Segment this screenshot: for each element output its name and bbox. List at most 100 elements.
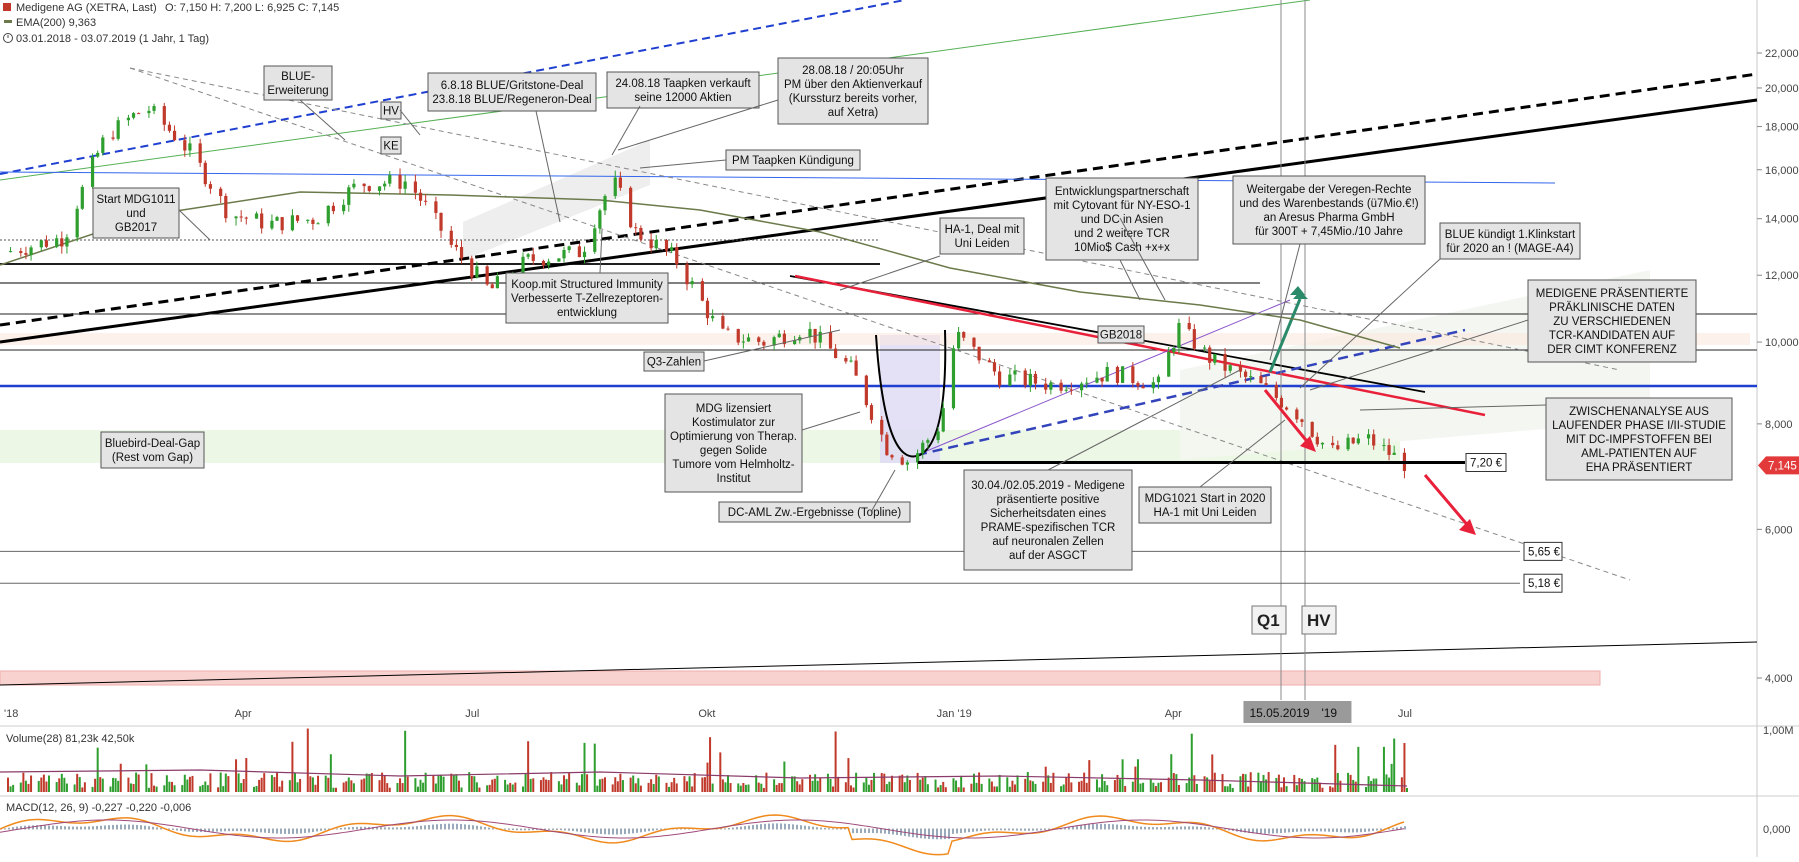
macd-histogram-bar: [220, 829, 222, 831]
macd-histogram-bar: [348, 827, 350, 829]
volume-bar: [845, 782, 847, 792]
volume-bar: [847, 758, 849, 792]
candle-body: [1244, 372, 1247, 377]
macd-histogram-bar: [468, 825, 470, 829]
volume-bar: [1116, 775, 1118, 792]
candle-body: [224, 196, 227, 218]
candle-body: [24, 253, 27, 255]
macd-histogram-bar: [1344, 829, 1346, 832]
candle-body: [491, 284, 494, 288]
volume-bar: [712, 784, 714, 792]
macd-histogram-bar: [292, 829, 294, 834]
candle-body: [747, 337, 750, 341]
macd-histogram-bar: [160, 828, 162, 829]
volume-bar: [327, 778, 329, 792]
volume-bar: [1332, 787, 1334, 792]
candle-body: [603, 196, 606, 210]
volume-bar: [279, 787, 281, 792]
macd-histogram-bar: [396, 827, 398, 829]
x-tick-label: '18: [4, 708, 18, 720]
volume-bar: [461, 787, 463, 792]
macd-histogram-bar: [1020, 829, 1022, 831]
candle-body: [583, 252, 586, 257]
macd-histogram-bar: [316, 829, 318, 831]
volume-bar: [1132, 782, 1134, 792]
macd-histogram-bar: [816, 827, 818, 829]
volume-bar: [225, 774, 227, 792]
candle-body: [1034, 374, 1037, 384]
volume-bar: [568, 773, 570, 792]
macd-histogram-bar: [776, 823, 778, 829]
volume-bar: [543, 777, 545, 792]
macd-histogram-bar: [260, 829, 262, 832]
candle-body: [819, 332, 822, 343]
candle-body: [240, 217, 243, 218]
volume-bar: [650, 779, 652, 792]
volume-bar: [115, 778, 117, 792]
volume-bar: [1365, 787, 1367, 792]
macd-histogram-bar: [424, 825, 426, 829]
annotation-line: MDG1021 Start in 2020: [1145, 493, 1266, 505]
candle-body: [55, 238, 58, 247]
volume-bar: [622, 780, 624, 792]
macd-histogram-bar: [340, 828, 342, 829]
macd-histogram-bar: [644, 829, 646, 832]
volume-bar: [935, 780, 937, 792]
volume-bar: [1050, 783, 1052, 792]
volume-bar: [1014, 784, 1016, 792]
volume-bar: [599, 779, 601, 792]
y-tick-label: 12,000: [1765, 270, 1799, 282]
volume-bar: [870, 780, 872, 792]
macd-histogram-bar: [924, 829, 926, 839]
candle-body: [926, 440, 929, 443]
annotation-line: MDG lizensiert: [696, 403, 772, 415]
volume-bar: [10, 786, 12, 792]
candle-body: [655, 240, 658, 248]
volume-bar: [299, 779, 301, 792]
macd-histogram-bar: [144, 826, 146, 829]
volume-bar: [578, 785, 580, 792]
volume-bar: [781, 783, 783, 792]
macd-histogram-bar: [1152, 827, 1154, 829]
volume-bar: [922, 778, 924, 792]
x-tick-label: Okt: [698, 708, 715, 720]
macd-histogram-bar: [288, 829, 290, 834]
volume-bar: [1045, 767, 1047, 792]
candle-body: [1249, 376, 1252, 377]
candle-body: [137, 113, 140, 114]
volume-bar: [276, 772, 278, 792]
candle-body: [281, 217, 284, 230]
volume-bar: [853, 788, 855, 793]
candle-body: [808, 329, 811, 337]
volume-bar: [614, 777, 616, 792]
annotation-line: auf neuronalen Zellen: [992, 536, 1103, 548]
candle-body: [1177, 323, 1180, 348]
macd-histogram-bar: [796, 825, 798, 829]
annotation-line: PM über den Aktienverkauf: [784, 79, 923, 91]
volume-bar: [1293, 775, 1295, 792]
volume-bar: [99, 777, 101, 792]
volume-bar: [1122, 759, 1124, 792]
volume-bar: [422, 783, 424, 792]
volume-bar: [420, 780, 422, 792]
volume-bar: [1140, 784, 1142, 792]
macd-histogram-bar: [552, 829, 554, 830]
macd-histogram-bar: [156, 827, 158, 829]
volume-bar: [1186, 783, 1188, 792]
macd-histogram-bar: [1288, 829, 1290, 832]
candle-body: [1280, 398, 1283, 408]
candle-body: [1275, 385, 1278, 398]
volume-bar: [184, 775, 186, 792]
macd-histogram-bar: [1264, 829, 1266, 834]
macd-histogram-bar: [1040, 829, 1042, 830]
macd-histogram-bar: [460, 824, 462, 829]
y-tick-label: 16,000: [1765, 165, 1799, 177]
macd-histogram-bar: [520, 829, 522, 830]
macd-histogram-bar: [980, 829, 982, 831]
volume-bar: [1157, 783, 1159, 792]
annotation-line: Uni Leiden: [955, 238, 1010, 250]
volume-bar: [379, 780, 381, 792]
macd-histogram-bar: [484, 827, 486, 829]
